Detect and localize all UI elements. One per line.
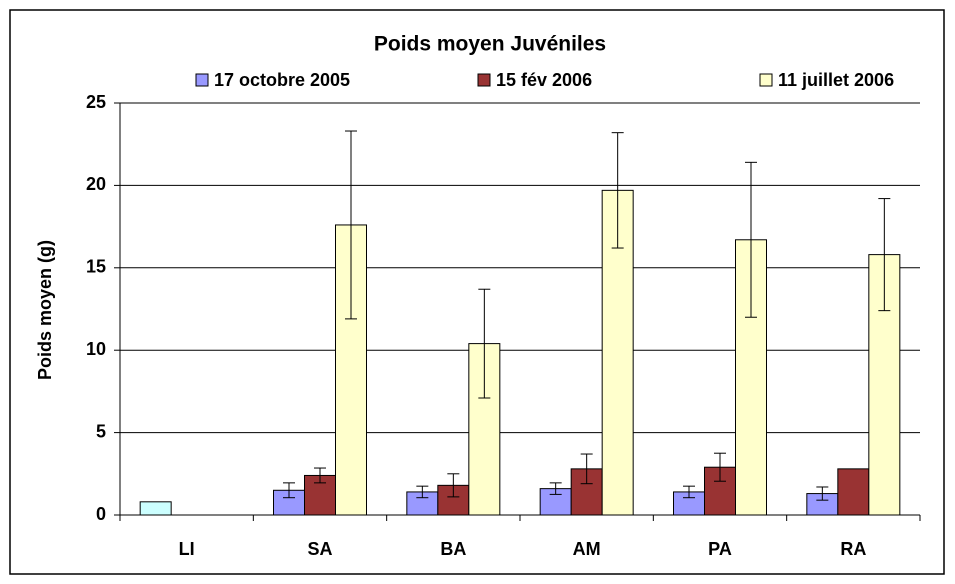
legend-label: 11 juillet 2006 xyxy=(778,70,894,90)
y-tick-label: 10 xyxy=(86,339,106,359)
chart-title: Poids moyen Juvéniles xyxy=(374,33,606,56)
error-bar xyxy=(580,453,593,485)
y-tick-label: 5 xyxy=(96,421,106,441)
x-tick-label: SA xyxy=(307,539,332,559)
legend-swatch xyxy=(759,73,773,87)
error-bar xyxy=(611,132,624,249)
y-tick-label: 15 xyxy=(86,257,106,277)
error-bar xyxy=(314,467,326,484)
x-tick-label: AM xyxy=(573,539,601,559)
x-tick-label: BA xyxy=(440,539,466,559)
x-tick-label: LI xyxy=(179,539,195,559)
legend-swatch xyxy=(477,73,491,87)
error-bar xyxy=(549,482,562,495)
error-bar xyxy=(345,130,357,320)
y-tick-label: 20 xyxy=(86,174,106,194)
x-tick-label: PA xyxy=(708,539,732,559)
error-bar xyxy=(447,473,460,498)
y-axis-label: Poids moyen (g) xyxy=(35,240,55,380)
error-bar xyxy=(714,452,726,482)
error-bar xyxy=(478,288,491,399)
x-tick-label: RA xyxy=(840,539,866,559)
error-bar xyxy=(745,161,757,318)
bar xyxy=(837,468,870,516)
error-bar xyxy=(416,485,429,499)
error-bar xyxy=(878,198,891,312)
error-bar xyxy=(816,486,829,501)
error-bar xyxy=(283,482,295,499)
error-bar xyxy=(683,485,695,499)
legend-label: 17 octobre 2005 xyxy=(214,70,350,90)
y-tick-label: 0 xyxy=(96,504,106,524)
legend-label: 15 fév 2006 xyxy=(496,70,592,90)
y-tick-label: 25 xyxy=(86,92,106,112)
legend-swatch xyxy=(195,73,209,87)
bar xyxy=(139,501,172,516)
